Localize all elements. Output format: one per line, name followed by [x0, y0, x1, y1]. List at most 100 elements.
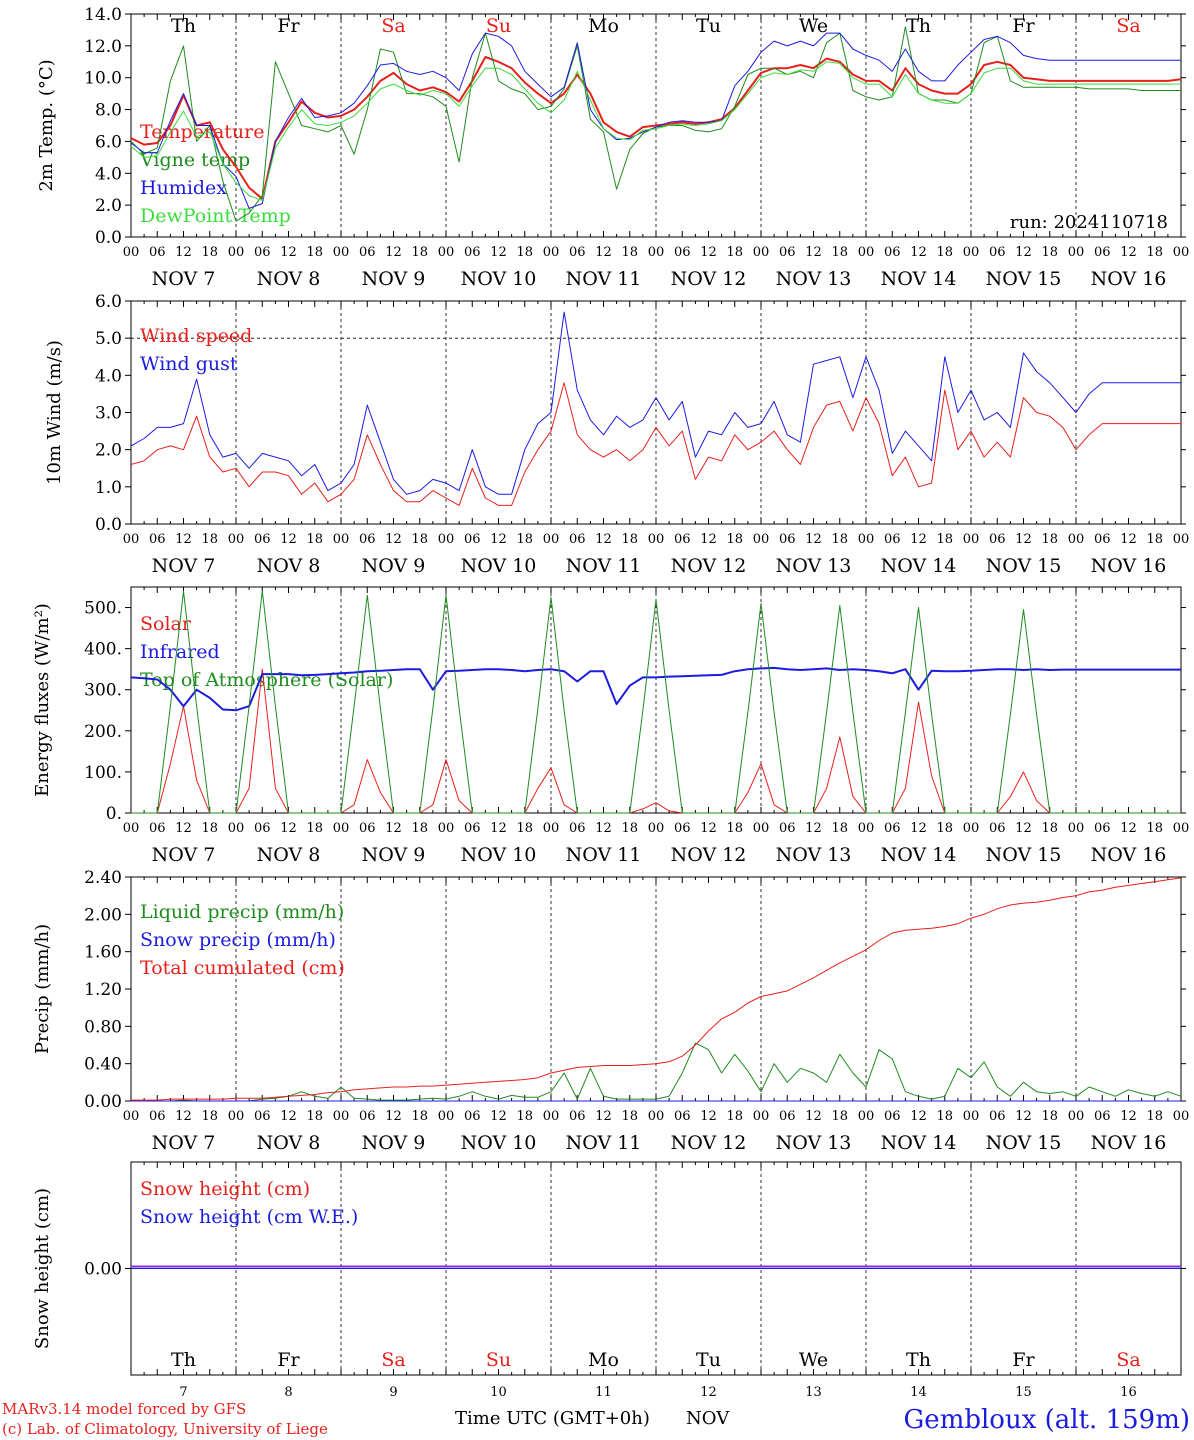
- hour-label: 00: [1068, 821, 1085, 836]
- weekday-label-top: Th: [906, 15, 931, 37]
- hour-label: 18: [936, 532, 953, 547]
- hour-label: 06: [149, 532, 166, 547]
- hour-label: 12: [805, 821, 822, 836]
- day-label: NOV 10: [461, 555, 537, 577]
- hour-label: 00: [1068, 245, 1085, 260]
- weekday-label-top: Fr: [1012, 15, 1035, 37]
- hour-label: 18: [1041, 821, 1058, 836]
- day-label: NOV 16: [1091, 1132, 1167, 1154]
- hour-label: 12: [175, 245, 192, 260]
- weekday-label-top: Th: [171, 15, 196, 37]
- day-label: NOV 15: [986, 268, 1062, 290]
- hour-label: 12: [385, 532, 402, 547]
- y-tick-label: 2.0: [95, 441, 122, 461]
- series-line-energy-1: [130, 666, 1181, 712]
- panel-energy: 0. 100. 200. 300. 400. 500. Energy fluxes (W/m…: [32, 586, 1190, 866]
- station-label: Gembloux (alt. 159m): [904, 1405, 1190, 1435]
- hour-label: 06: [149, 245, 166, 260]
- legend: Liquid precip (mm/h) Snow precip (mm/h) To…: [140, 901, 345, 979]
- hour-label: 18: [1146, 245, 1163, 260]
- day-label: NOV 12: [671, 1132, 747, 1154]
- y-tick-label: 1.0: [95, 478, 122, 498]
- hour-label: 06: [254, 1109, 271, 1124]
- day-label: NOV 14: [881, 844, 957, 866]
- day-label: NOV 16: [1091, 555, 1167, 577]
- panels-layer: 0.0 2.0 4.0 6.0 8.0 10.0 12.0 14.0 2m Temp. (°C)…: [32, 5, 1189, 1400]
- run-label: run: 2024110718: [1010, 212, 1168, 233]
- hour-label: 12: [175, 821, 192, 836]
- series-line-wind-1: [130, 311, 1181, 495]
- legend-entry: Humidex: [140, 177, 227, 199]
- y-tick-label: 10.0: [84, 69, 122, 89]
- legend-entry: Liquid precip (mm/h): [140, 901, 344, 923]
- hour-label: 00: [753, 821, 770, 836]
- hour-label: 18: [201, 245, 218, 260]
- day-label: NOV 14: [881, 268, 957, 290]
- y-tick-label: 6.0: [95, 292, 122, 312]
- x-axis-label: Time UTC (GMT+0h): [455, 1408, 650, 1429]
- hour-label: 06: [1094, 1109, 1111, 1124]
- day-label: NOV 13: [776, 1132, 852, 1154]
- hour-label: 00: [648, 1109, 665, 1124]
- weekday-label-top: Su: [486, 15, 511, 37]
- day-label: NOV 8: [257, 268, 321, 290]
- hour-label: 12: [175, 1109, 192, 1124]
- day-label: NOV 11: [566, 555, 642, 577]
- day-number-label: 11: [595, 1385, 612, 1400]
- y-tick-label: 4.0: [95, 164, 122, 184]
- hour-label: 12: [490, 821, 507, 836]
- hour-label: 06: [989, 532, 1006, 547]
- hour-label: 06: [779, 245, 796, 260]
- credit-line-2: (c) Lab. of Climatology, University of L…: [2, 1420, 328, 1438]
- y-tick-label: 2.40: [84, 868, 122, 888]
- hour-label: 18: [726, 245, 743, 260]
- hour-label: 06: [569, 821, 586, 836]
- hour-label: 06: [569, 245, 586, 260]
- hour-label: 00: [123, 821, 140, 836]
- hour-label: 00: [648, 532, 665, 547]
- hour-label: 12: [1015, 532, 1032, 547]
- day-label: NOV 9: [362, 844, 426, 866]
- hour-label: 18: [411, 821, 428, 836]
- x-axis-label-month: NOV: [686, 1408, 730, 1429]
- day-label: NOV 10: [461, 268, 537, 290]
- day-label: NOV 13: [776, 268, 852, 290]
- hour-label: 06: [359, 1109, 376, 1124]
- hour-label: 12: [490, 245, 507, 260]
- hour-label: 00: [963, 532, 980, 547]
- hour-label: 12: [280, 821, 297, 836]
- hour-label: 00: [963, 821, 980, 836]
- day-label: NOV 9: [362, 1132, 426, 1154]
- hour-label: 18: [516, 245, 533, 260]
- day-label: NOV 10: [461, 1132, 537, 1154]
- weekday-label-bottom: Sa: [1116, 1349, 1140, 1371]
- day-label: NOV 13: [776, 844, 852, 866]
- legend-entry: Solar: [140, 613, 192, 635]
- hour-label: 18: [1041, 532, 1058, 547]
- hour-label: 18: [516, 1109, 533, 1124]
- hour-label: 12: [595, 821, 612, 836]
- day-label: NOV 14: [881, 555, 957, 577]
- weekday-label-bottom: Fr: [277, 1349, 300, 1371]
- series-line-temp-3: [130, 61, 1181, 201]
- hour-label: 12: [700, 532, 717, 547]
- day-number-label: 7: [179, 1385, 187, 1400]
- hour-label: 18: [201, 1109, 218, 1124]
- hour-label: 00: [1173, 821, 1190, 836]
- weekday-label-bottom: Th: [906, 1349, 931, 1371]
- credit-line-1: MARv3.14 model forced by GFS: [2, 1400, 246, 1418]
- hour-label: 18: [621, 1109, 638, 1124]
- hour-label: 18: [831, 532, 848, 547]
- weekday-label-bottom: Sa: [381, 1349, 405, 1371]
- hour-label: 00: [438, 821, 455, 836]
- hour-label: 12: [910, 1109, 927, 1124]
- hour-label: 12: [1015, 821, 1032, 836]
- weekday-label-top: Tu: [696, 15, 721, 37]
- hour-label: 12: [700, 1109, 717, 1124]
- day-label: NOV 8: [257, 1132, 321, 1154]
- y-tick-label: 200.: [84, 722, 122, 742]
- y-tick-label: 0.: [106, 804, 122, 824]
- hour-label: 12: [280, 245, 297, 260]
- hour-label: 00: [648, 245, 665, 260]
- y-tick-label: 6.0: [95, 132, 122, 152]
